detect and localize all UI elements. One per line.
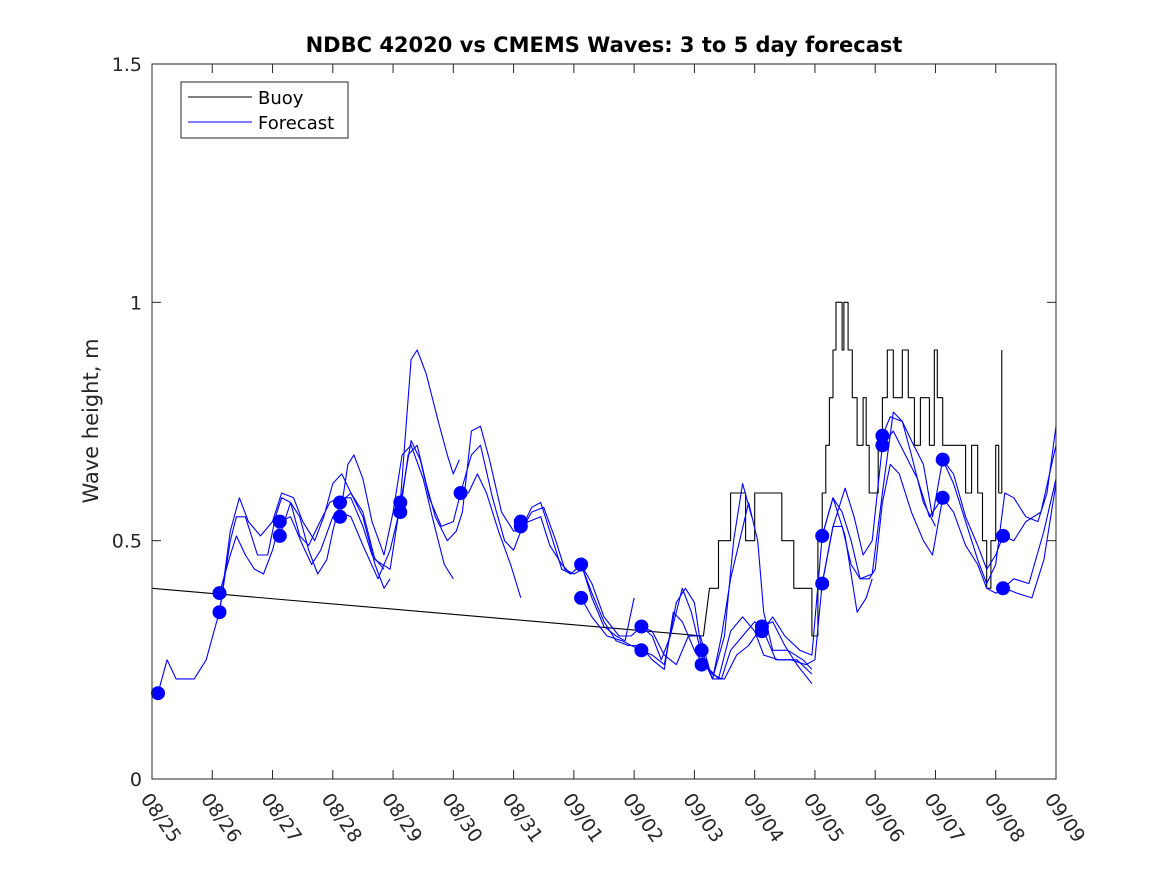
forecast-line-11 xyxy=(701,621,813,685)
forecast-marker-2 xyxy=(212,605,227,620)
legend-label-buoy: Buoy xyxy=(258,88,304,109)
forecast-line-17 xyxy=(1002,478,1057,589)
forecast-marker-14 xyxy=(634,619,649,634)
forecast-marker-4 xyxy=(272,528,287,543)
forecast-marker-5 xyxy=(333,495,347,510)
forecast-marker-15 xyxy=(634,643,649,658)
chart-title: NDBC 42020 vs CMEMS Waves: 3 to 5 day fo… xyxy=(306,33,903,57)
series-layer xyxy=(151,301,1057,694)
forecast-line-14 xyxy=(881,416,936,527)
axes-box xyxy=(151,63,1057,780)
legend-label-forecast: Forecast xyxy=(258,113,334,134)
forecast-marker-1 xyxy=(212,586,227,601)
y-tick-label: 1 xyxy=(130,292,142,314)
forecast-marker-19 xyxy=(754,624,769,639)
forecast-marker-26 xyxy=(996,528,1010,543)
forecast-marker-12 xyxy=(574,557,589,572)
forecast-line-4 xyxy=(279,492,391,589)
buoy-line xyxy=(151,301,1003,637)
forecast-line-16 xyxy=(942,445,1057,570)
y-tick-label: 1.5 xyxy=(112,54,142,76)
forecast-marker-20 xyxy=(815,528,830,543)
forecast-marker-8 xyxy=(393,505,408,520)
forecast-marker-21 xyxy=(815,576,830,591)
forecast-marker-25 xyxy=(935,490,950,505)
forecast-marker-0 xyxy=(151,686,165,701)
forecast-marker-23 xyxy=(875,438,890,453)
forecast-line-12 xyxy=(761,411,1057,656)
forecast-line-6 xyxy=(399,425,635,642)
forecast-line-8 xyxy=(520,516,813,680)
forecast-line-7 xyxy=(460,473,522,599)
forecast-marker-24 xyxy=(935,452,950,467)
y-axis-label: Wave height, m xyxy=(79,338,103,503)
forecast-marker-9 xyxy=(453,486,468,500)
forecast-line-15 xyxy=(821,497,873,613)
forecast-marker-13 xyxy=(574,590,589,605)
forecast-line-9 xyxy=(580,482,753,680)
forecast-marker-11 xyxy=(513,519,528,534)
marker-layer xyxy=(151,428,1010,701)
forecast-marker-3 xyxy=(272,514,287,529)
legend-box xyxy=(180,81,349,139)
forecast-line-5 xyxy=(339,444,454,580)
forecast-marker-6 xyxy=(333,509,347,524)
forecast-marker-16 xyxy=(694,643,709,658)
legend[interactable]: Buoy Forecast xyxy=(180,81,349,139)
forecast-marker-17 xyxy=(694,657,709,672)
y-tick-label: 0 xyxy=(130,769,142,791)
forecast-line-3 xyxy=(218,349,460,613)
plot-area xyxy=(152,64,1056,779)
forecast-marker-27 xyxy=(996,581,1010,596)
y-tick-label: 0.5 xyxy=(112,531,142,553)
forecast-line-10 xyxy=(641,501,813,680)
